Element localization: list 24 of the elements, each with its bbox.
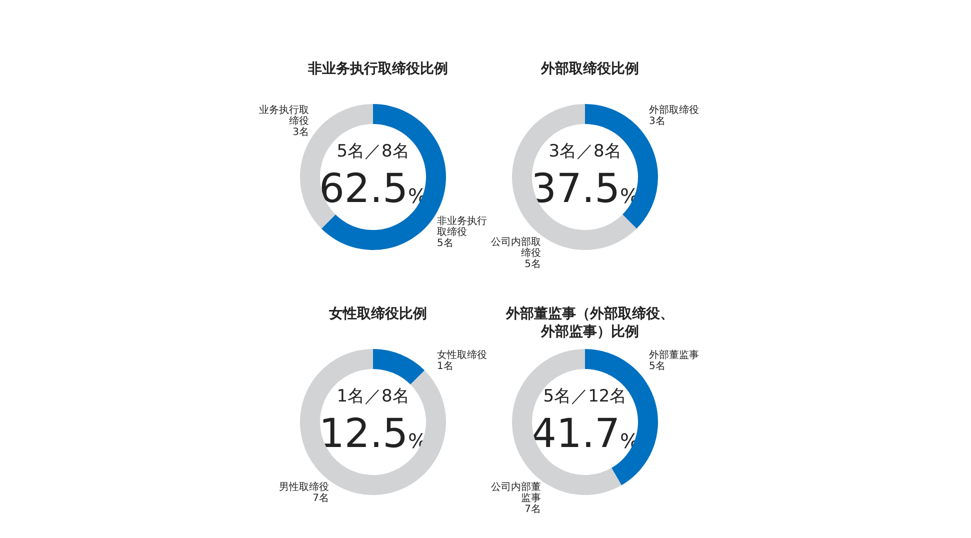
text: 5名／8名 [336,142,410,162]
slice-label: 女性取缔役 [437,349,487,361]
text: 3名／8名 [548,142,622,162]
slice-label: 外部董监事 [649,349,699,361]
chart-title: 外部取缔役比例 [540,60,639,77]
data-label: 5名 [649,360,666,372]
text: 5名／12名 [543,386,627,406]
data-label: 1名 [437,360,454,372]
data-label: 3名 [292,126,309,138]
data-label: 7名 [312,492,329,504]
slice-label: 男性取缔役 [279,481,329,493]
chart-title: 非业务执行取缔役比例 [307,60,448,77]
slice-label: 业务执行取缔役 [259,104,309,127]
data-label: 7名 [524,503,541,515]
chart-title: 外部董监事（外部取缔役、外部监事）比例 [505,305,674,340]
data-label: 5名 [524,258,541,270]
slice-label: 非业务执行取缔役 [437,215,487,238]
slice-label: 外部取缔役 [649,104,699,116]
slice-label: 公司内部取缔役 [491,236,541,259]
text: 1名／8名 [336,386,410,406]
slice-label: 公司内部董监事 [491,481,541,504]
data-label: 3名 [649,115,666,127]
chart-title: 女性取缔役比例 [328,305,427,322]
data-label: 5名 [437,237,454,249]
